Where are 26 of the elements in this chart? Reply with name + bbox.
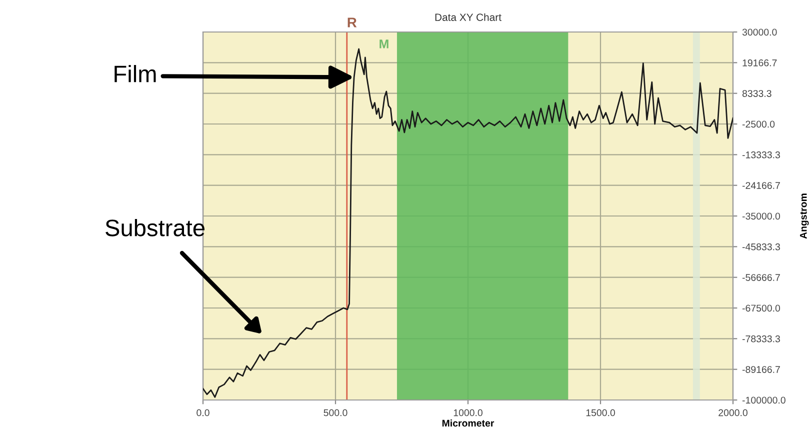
y-tick-label: -13333.3 [742,151,780,158]
x-tick-label: 1000.0 [454,409,482,416]
y-tick-label: -45833.3 [742,243,780,250]
chart-title: Data XY Chart [435,13,502,21]
ref-line-label: R [348,18,357,28]
x-tick-label: 500.0 [324,409,348,416]
x-axis-title: Micrometer [442,419,494,427]
x-tick-label: 0.0 [196,409,210,416]
y-tick-label: 8333.3 [742,90,772,97]
y-tick-label: 30000.0 [742,28,777,36]
annotation: Substrate [106,218,204,236]
y-tick-label: -67500.0 [742,304,780,312]
x-tick-label: 1500.0 [586,409,615,416]
y-tick-label: -2500.0 [742,120,775,128]
line-series [203,48,733,398]
y-tick-label: 19166.7 [742,59,777,66]
y-tick-label: -78333.3 [742,335,780,342]
annotation: M [380,40,388,48]
y-tick-label: -100000.0 [742,396,786,404]
y-tick-label: -56666.7 [742,274,780,281]
y-tick-label: -89166.7 [742,366,780,373]
y-axis-title: Angstrom [800,194,809,239]
y-tick-label: -24166.7 [742,182,780,189]
y-tick-label: -35000.0 [742,212,780,220]
annotation: Film [114,64,156,82]
x-tick-label: 2000.0 [718,409,748,416]
